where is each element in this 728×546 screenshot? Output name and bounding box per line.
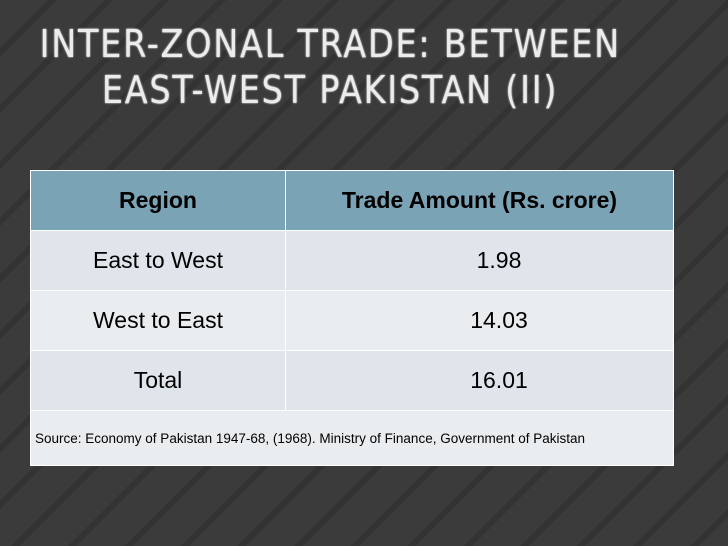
region-cell: Total bbox=[30, 350, 286, 411]
header-row: Region Trade Amount (Rs. crore) bbox=[30, 170, 674, 231]
data-table: Region Trade Amount (Rs. crore) East to … bbox=[30, 170, 674, 466]
column-header: Region bbox=[30, 170, 286, 231]
title: EAST-WEST PAKISTAN (II) bbox=[101, 68, 559, 112]
row: Total 16.01 bbox=[30, 350, 674, 411]
column-header: Trade Amount (Rs. crore) bbox=[285, 170, 674, 231]
row: East to West 1.98 bbox=[30, 230, 674, 291]
source-note: Source: Economy of Pakistan 1947-68, (19… bbox=[30, 410, 674, 466]
amount-cell: 16.01 bbox=[285, 350, 674, 411]
amount-cell: 14.03 bbox=[285, 290, 674, 351]
region-cell: West to East bbox=[30, 290, 286, 351]
title: INTER-ZONAL TRADE: BETWEEN bbox=[39, 22, 621, 66]
amount-cell: 1.98 bbox=[285, 230, 674, 291]
region-cell: East to West bbox=[30, 230, 286, 291]
row: West to East 14.03 bbox=[30, 290, 674, 351]
source-row: Source: Economy of Pakistan 1947-68, (19… bbox=[30, 410, 674, 466]
